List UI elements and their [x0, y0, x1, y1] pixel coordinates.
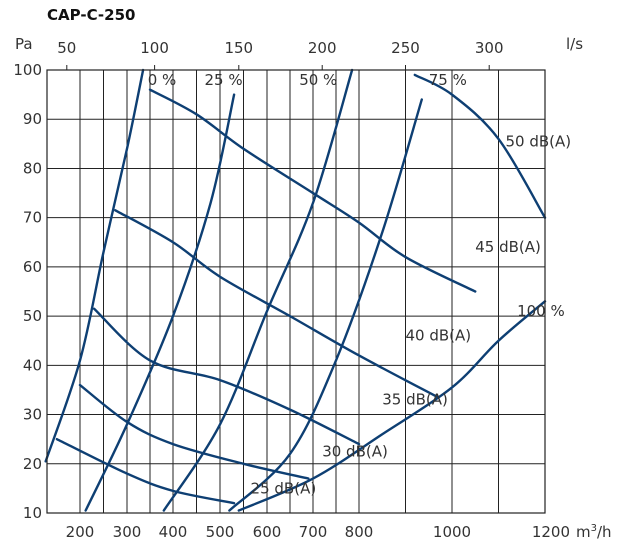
top-tick-label: 150 [224, 39, 253, 57]
tick-labels: 10 20 30 40 50 60 70 80 90 100 200 300 400 500 600 700 8… [13, 39, 570, 541]
y-tick-label: 40 [23, 356, 42, 374]
curve-35-db-a [92, 307, 361, 446]
plot-frame [46, 69, 546, 514]
y-tick-label: 50 [23, 307, 42, 325]
y-tick-label: 90 [23, 110, 42, 128]
curve-label-35-db-a: 35 dB(A) [382, 391, 448, 409]
x-tick-label: 400 [159, 523, 188, 541]
chart-title: CAP-C-250 [47, 6, 136, 24]
curve-25-db-a [55, 437, 236, 505]
curves [44, 68, 547, 512]
y-tick-label: 70 [23, 209, 42, 227]
x-tick-label: 800 [345, 523, 374, 541]
x-tick-label: 300 [113, 523, 142, 541]
curve-label-40-db-a: 40 dB(A) [406, 327, 472, 345]
curve-0 [44, 68, 145, 463]
curve-30-db-a [78, 383, 310, 480]
y-tick-label: 30 [23, 406, 42, 424]
top-tick-label: 50 [57, 39, 76, 57]
y-tick-label: 20 [23, 455, 42, 473]
y-tick-label: 60 [23, 258, 42, 276]
curve-label-45-db-a: 45 dB(A) [475, 238, 541, 256]
top-tick-label: 300 [475, 39, 504, 57]
curve-75 [228, 98, 423, 512]
x-axis-unit-base: m [576, 523, 591, 541]
x-tick-label: 700 [299, 523, 328, 541]
curve-label-30-db-a: 30 dB(A) [322, 442, 388, 460]
curve-40-db-a [114, 209, 440, 399]
curve-25 [84, 93, 236, 512]
x-axis-unit: m3/h [576, 523, 612, 541]
curve-50-db-a [413, 73, 547, 219]
plot-border [46, 69, 546, 514]
top-tick-label: 200 [308, 39, 337, 57]
x-tick-label: 1000 [433, 523, 471, 541]
y-axis-unit: Pa [15, 35, 33, 53]
x-tick-label: 200 [66, 523, 95, 541]
x-tick-label: 600 [253, 523, 282, 541]
curve-label-0: 0 % [148, 71, 177, 89]
x-tick-label: 1200 [532, 523, 570, 541]
curve-label-25: 25 % [204, 71, 242, 89]
curve-label-50-db-a: 50 dB(A) [505, 132, 571, 150]
y-tick-label: 100 [13, 61, 42, 79]
top-tick-label: 100 [140, 39, 169, 57]
curve-label-75: 75 % [429, 71, 467, 89]
curve-45-db-a [148, 88, 477, 293]
curve-50 [162, 68, 354, 512]
y-tick-label: 80 [23, 159, 42, 177]
curve-label-25-db-a: 25 dB(A) [251, 479, 317, 497]
y-tick-label: 10 [23, 504, 42, 522]
top-tick-label: 250 [391, 39, 420, 57]
curve-label-100: 100 % [517, 302, 565, 320]
curve-label-50: 50 % [299, 71, 337, 89]
curve-100 [237, 300, 547, 512]
top-axis-unit: l/s [566, 35, 583, 53]
x-tick-label: 500 [206, 523, 235, 541]
curve-labels: 0 % 25 % 50 % 75 % 100 % 25 dB(A) 30 dB(A) 35 d… [148, 71, 571, 498]
